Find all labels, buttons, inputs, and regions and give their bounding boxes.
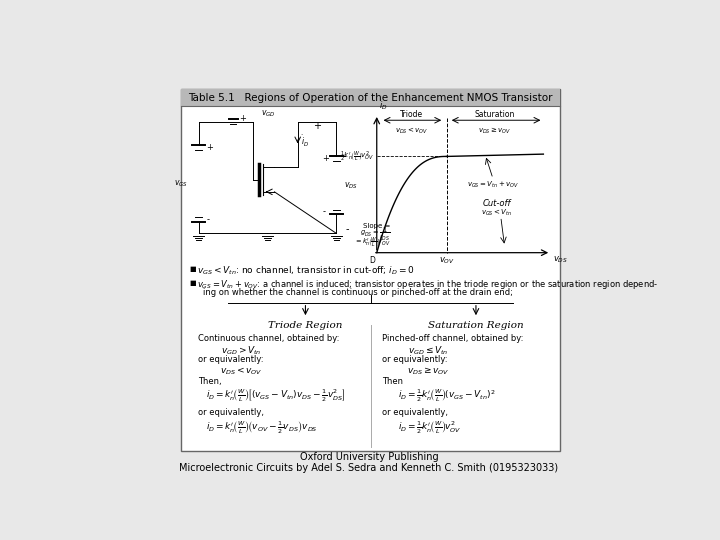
Text: $v_{GD} > V_{tn}$: $v_{GD} > V_{tn}$ <box>221 345 261 357</box>
Text: +: + <box>313 120 321 131</box>
Text: $v_{DS} \geq v_{OV}$: $v_{DS} \geq v_{OV}$ <box>408 366 450 377</box>
Text: $v_{OV}$: $v_{OV}$ <box>438 256 454 266</box>
Text: $v_{GD} \leq V_{tn}$: $v_{GD} \leq V_{tn}$ <box>408 345 449 357</box>
Text: $v_{DS} < v_{OV}$: $v_{DS} < v_{OV}$ <box>220 366 262 377</box>
Text: $v_{DS}$: $v_{DS}$ <box>554 254 569 265</box>
Text: $v_{GS} = V_{tn} + v_{OV}$: $v_{GS} = V_{tn} + v_{OV}$ <box>467 179 519 190</box>
Text: -: - <box>323 207 325 217</box>
Text: $i_D = \frac{1}{2}k_n^\prime\!\left(\frac{W}{L}\right)\!(v_{GS} - V_{tn})^2$: $i_D = \frac{1}{2}k_n^\prime\!\left(\fra… <box>397 387 495 404</box>
Text: Slope =: Slope = <box>364 222 391 229</box>
Text: $\blacksquare$: $\blacksquare$ <box>189 278 197 288</box>
Text: $v_{GS} = V_{tn} + v_{OV}$: a channel is induced; transistor operates in the tri: $v_{GS} = V_{tn} + v_{OV}$: a channel is… <box>197 278 658 291</box>
Text: +: + <box>240 114 246 123</box>
Text: or equivalently:: or equivalently: <box>382 355 448 364</box>
Text: Pinched-off channel, obtained by:: Pinched-off channel, obtained by: <box>382 334 523 342</box>
Text: $= k_n^\prime\!\left(\frac{W}{L}\right)\!v_{OV}$: $= k_n^\prime\!\left(\frac{W}{L}\right)\… <box>354 237 391 251</box>
Text: +: + <box>323 154 329 163</box>
Text: or equivalently,: or equivalently, <box>199 408 264 417</box>
Text: +: + <box>206 143 213 152</box>
Text: $v_{GS}$: $v_{GS}$ <box>174 178 188 188</box>
Text: or equivalently,: or equivalently, <box>382 408 448 417</box>
FancyBboxPatch shape <box>181 90 559 451</box>
FancyBboxPatch shape <box>181 90 559 106</box>
Text: Microelectronic Circuits by Adel S. Sedra and Kenneth C. Smith (0195323033): Microelectronic Circuits by Adel S. Sedr… <box>179 463 559 473</box>
Text: Then,: Then, <box>199 377 222 386</box>
Text: Cut-off: Cut-off <box>482 199 511 208</box>
Text: Triode: Triode <box>400 110 423 119</box>
Text: $\frac{1}{2}k_n^\prime\!\left(\frac{W}{L}\right)\!v_{OV}^2$: $\frac{1}{2}k_n^\prime\!\left(\frac{W}{L… <box>340 150 374 164</box>
Text: $i_D = k_n^\prime\!\left(\frac{W}{L}\right)\!\left(v_{OV} - \frac{1}{2}v_{DS}\ri: $i_D = k_n^\prime\!\left(\frac{W}{L}\rig… <box>206 419 318 436</box>
Text: D: D <box>369 256 375 265</box>
Text: Triode Region: Triode Region <box>269 321 343 330</box>
Text: $\dot{i}_D$: $\dot{i}_D$ <box>301 134 309 150</box>
Text: Then: Then <box>382 377 403 386</box>
Text: $v_{GS} < V_{tn}$: $v_{GS} < V_{tn}$ <box>481 208 513 218</box>
Text: $i_D$: $i_D$ <box>379 99 387 112</box>
Text: $\blacksquare$: $\blacksquare$ <box>189 264 197 274</box>
Text: Saturation Region: Saturation Region <box>428 321 523 330</box>
Text: Continuous channel, obtained by:: Continuous channel, obtained by: <box>199 334 340 342</box>
Text: $v_{GD}$: $v_{GD}$ <box>261 109 276 119</box>
Text: -: - <box>206 215 210 224</box>
Text: Saturation: Saturation <box>474 110 515 119</box>
Text: or equivalently:: or equivalently: <box>199 355 264 364</box>
Text: Oxford University Publishing: Oxford University Publishing <box>300 453 438 462</box>
Text: $v_{DS}$: $v_{DS}$ <box>344 180 358 191</box>
Text: -: - <box>346 225 349 234</box>
Text: $i_D = k_n^\prime\!\left(\frac{W}{L}\right)\!\left[(v_{GS}-V_{tn})v_{DS} - \frac: $i_D = k_n^\prime\!\left(\frac{W}{L}\rig… <box>206 387 346 404</box>
Text: $v_{DS} < v_{OV}$: $v_{DS} < v_{OV}$ <box>395 126 428 136</box>
Text: $g_{DS} = \dfrac{1}{r_{DS}}$: $g_{DS} = \dfrac{1}{r_{DS}}$ <box>360 226 391 243</box>
Text: Table 5.1   Regions of Operation of the Enhancement NMOS Transistor: Table 5.1 Regions of Operation of the En… <box>188 93 552 103</box>
Text: $i_D = \frac{1}{2}k_n^\prime\!\left(\frac{W}{L}\right)\!v_{OV}^2$: $i_D = \frac{1}{2}k_n^\prime\!\left(\fra… <box>397 419 462 436</box>
Text: $v_{GS} < V_{tn}$: no channel, transistor in cut-off; $i_D = 0$: $v_{GS} < V_{tn}$: no channel, transisto… <box>197 264 415 276</box>
Text: $v_{DS} \geq v_{OV}$: $v_{DS} \geq v_{OV}$ <box>478 126 512 136</box>
Text: ing on whether the channel is continuous or pinched-off at the drain end;: ing on whether the channel is continuous… <box>203 288 513 297</box>
